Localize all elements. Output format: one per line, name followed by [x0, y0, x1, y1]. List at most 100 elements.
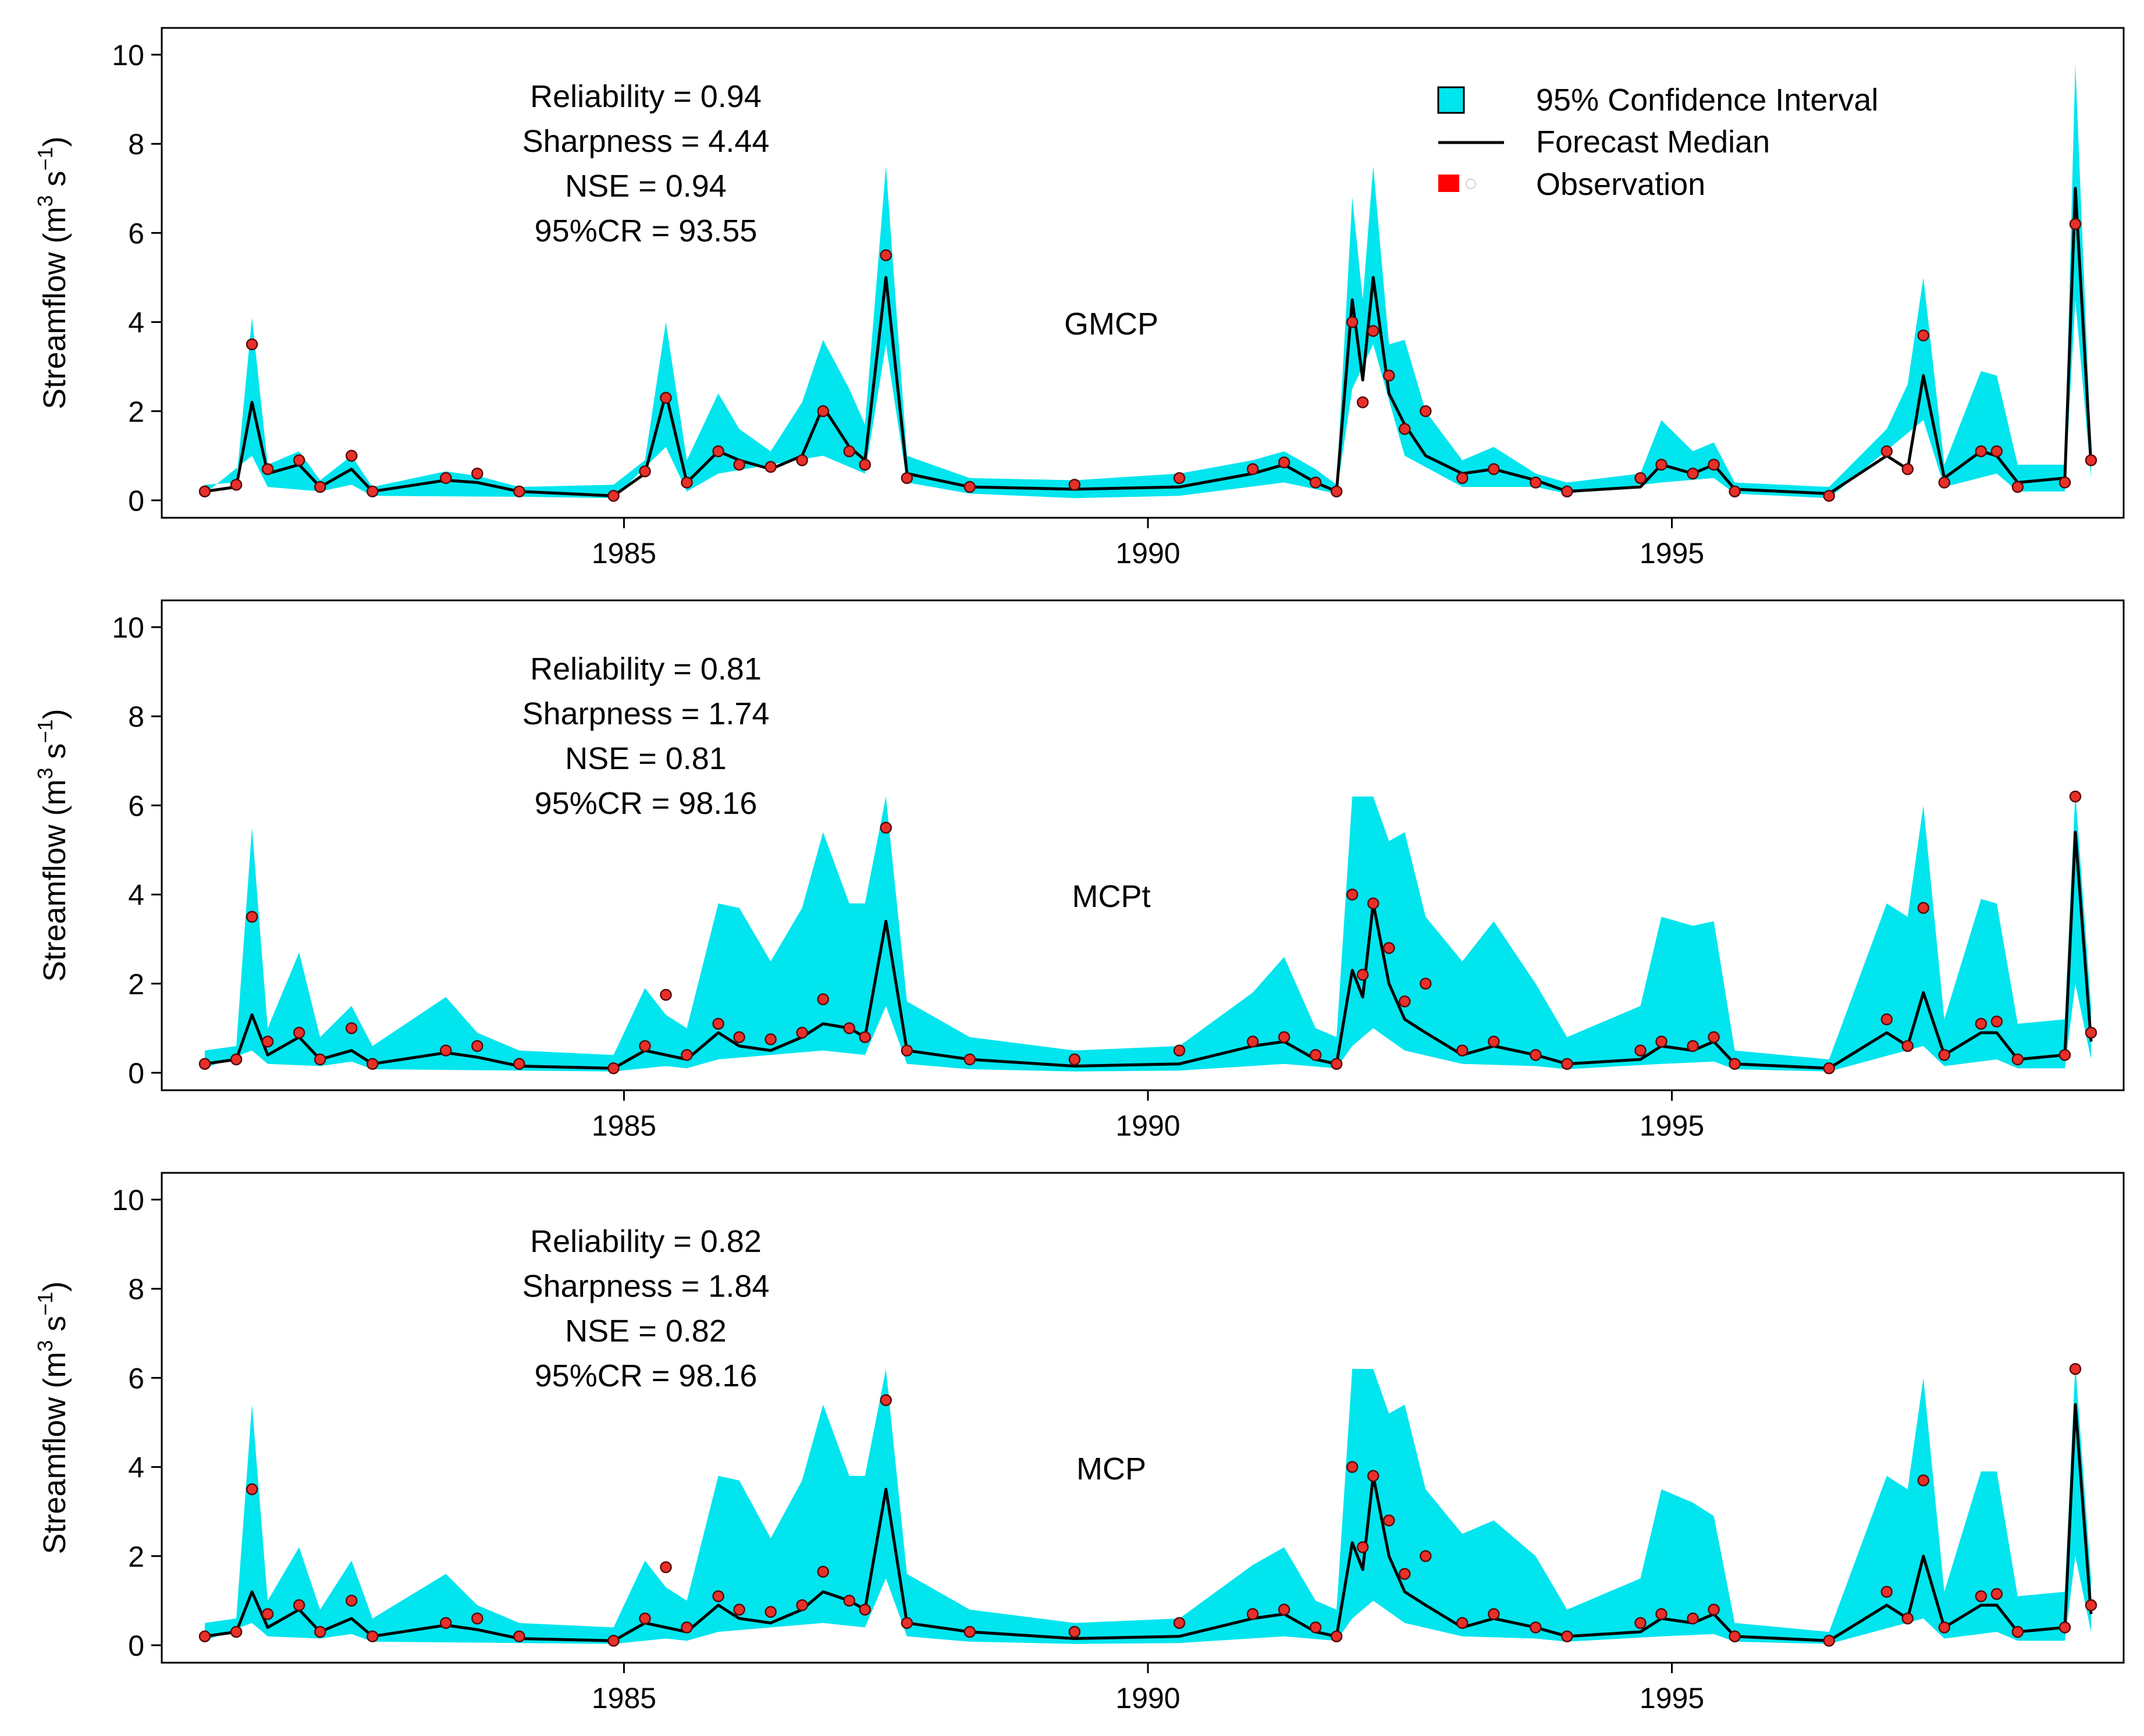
observation-point — [246, 910, 258, 923]
y-axis-title: Streamflow (m3 s−1) — [33, 1281, 72, 1554]
observation-point — [880, 249, 892, 261]
observation-point — [901, 472, 913, 484]
observation-point — [2085, 1026, 2097, 1039]
observation-point — [1729, 485, 1741, 497]
observation-point — [471, 1612, 483, 1625]
observation-point — [1346, 1461, 1359, 1473]
x-tick-label: 1985 — [592, 1682, 656, 1714]
observation-point — [314, 1053, 326, 1066]
observation-point — [230, 1053, 243, 1066]
observation-point — [2069, 1363, 2082, 1375]
observation-point — [1173, 472, 1186, 484]
observation-point — [1246, 1608, 1259, 1620]
observation-point — [293, 1599, 305, 1612]
confidence-band — [205, 63, 2091, 499]
observation-point — [314, 1625, 326, 1638]
observation-point — [1823, 1062, 1835, 1075]
stat-sharpness: Sharpness = 1.84 — [522, 1269, 770, 1304]
observation-point — [796, 1599, 808, 1612]
observation-point — [1687, 1040, 1699, 1052]
stat-nse: NSE = 0.81 — [565, 741, 727, 776]
observation-point — [817, 405, 829, 418]
observation-point — [1938, 1049, 1951, 1061]
stat-nse: NSE = 0.82 — [565, 1314, 727, 1349]
y-axis-title-main: Streamflow (m — [37, 1352, 72, 1554]
legend-observation-marker — [1466, 179, 1476, 189]
stat-sharpness: Sharpness = 1.74 — [522, 696, 770, 731]
observation-point — [681, 1049, 693, 1061]
observation-point — [1346, 888, 1359, 901]
observation-point — [901, 1617, 913, 1629]
observation-point — [1708, 1031, 1720, 1043]
y-axis-title-end: ) — [37, 136, 72, 147]
forecast-median-line — [204, 187, 2093, 497]
observation-point — [765, 461, 777, 473]
observation-point — [1708, 1603, 1720, 1616]
observation-point — [1330, 1058, 1343, 1070]
x-tick-label: 1995 — [1640, 1109, 1704, 1142]
observation-point — [1488, 1608, 1500, 1620]
observation-point — [963, 1053, 976, 1066]
observation-point — [440, 1044, 452, 1056]
observation-point — [1068, 1625, 1081, 1638]
observation-point — [1655, 458, 1667, 471]
observation-point — [1823, 490, 1835, 502]
stat-sharpness: Sharpness = 4.44 — [522, 124, 770, 159]
observation-point — [1278, 456, 1290, 469]
observation-point — [1634, 1617, 1647, 1629]
observation-point — [345, 1022, 358, 1034]
observation-point — [681, 476, 693, 489]
observation-point — [733, 1031, 745, 1043]
y-tick-label: 10 — [112, 39, 144, 72]
y-axis-title-mid: s — [37, 743, 72, 767]
observation-point — [1309, 1049, 1322, 1061]
observation-point — [733, 458, 745, 471]
observation-point — [1399, 995, 1411, 1008]
y-axis-title: Streamflow (m3 s−1) — [33, 136, 72, 409]
observation-point — [345, 1595, 358, 1607]
forecast-median-line — [204, 830, 2093, 1070]
observation-point — [1917, 1474, 1930, 1486]
observation-point — [1068, 1053, 1081, 1066]
observation-point — [2011, 1053, 2024, 1066]
observation-point — [859, 458, 871, 471]
y-tick-label: 4 — [128, 1452, 144, 1484]
observation-point — [681, 1621, 693, 1634]
observation-point — [1901, 1612, 1914, 1625]
observation-point — [843, 445, 855, 457]
observation-point — [2058, 476, 2071, 489]
observation-point — [261, 1608, 274, 1620]
observation-point — [1729, 1058, 1741, 1070]
observation-point — [2011, 481, 2024, 493]
observation-point — [880, 1394, 892, 1406]
observation-point — [660, 392, 672, 404]
observation-point — [1729, 1630, 1741, 1642]
observation-point — [230, 478, 243, 491]
y-tick-label: 10 — [112, 611, 144, 644]
panel-mcp: 0 2 4 6 8 10 1985 1990 1995 Streamflow (m3 s−1) Re… — [33, 1172, 2125, 1714]
y-axis-title-main: Streamflow (m — [37, 780, 72, 982]
y-axis-title-mid: s — [37, 1315, 72, 1340]
observation-point — [2058, 1621, 2071, 1634]
observation-point — [1383, 1514, 1395, 1527]
observation-point — [1278, 1031, 1290, 1043]
x-tick-label: 1985 — [592, 537, 656, 570]
observation-point — [1917, 902, 1930, 914]
observation-point — [1901, 1040, 1914, 1052]
stat-cr: 95%CR = 98.16 — [535, 786, 758, 821]
observation-point — [607, 490, 620, 502]
observation-point — [366, 1058, 379, 1070]
y-tick-label: 0 — [128, 1630, 144, 1662]
observation-point — [765, 1606, 777, 1618]
observation-point — [639, 465, 651, 478]
observation-point — [1975, 445, 1987, 457]
observation-point — [2058, 1049, 2071, 1061]
y-tick-label: 6 — [128, 789, 144, 822]
observation-point — [607, 1635, 620, 1647]
observation-point — [639, 1040, 651, 1052]
observation-point — [1173, 1617, 1186, 1629]
observation-point — [1456, 1617, 1469, 1629]
x-tick-label: 1985 — [592, 1109, 656, 1142]
observation-point — [1530, 476, 1542, 489]
observation-point — [513, 1058, 525, 1070]
